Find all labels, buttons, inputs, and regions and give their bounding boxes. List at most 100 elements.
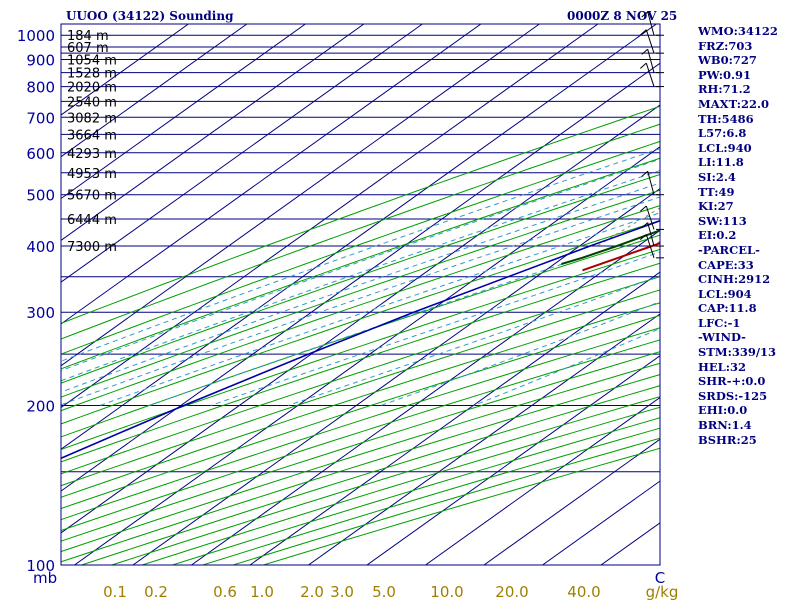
stats-line: L57:6.8 (698, 126, 747, 141)
temperature-unit-label: C (655, 569, 665, 587)
height-label: 2020 m (67, 81, 117, 96)
mixing-ratio-tick-label: 3.0 (330, 583, 354, 600)
plot-frame (60, 23, 661, 566)
grid-layer (61, 24, 660, 565)
height-label: 184 m (67, 29, 109, 44)
pressure-tick-label: 600 (26, 145, 55, 163)
pressure-tick-label: 700 (26, 109, 55, 127)
isotherm-line (61, 24, 365, 241)
stats-line: PW:0.91 (698, 67, 752, 82)
dry-adiabat-line (61, 276, 660, 475)
mixing-ratio-tick-label: 20.0 (495, 583, 528, 600)
stats-line: MAXT:22.0 (698, 96, 769, 111)
isotherm-line (61, 24, 248, 158)
dry-adiabat-line (61, 157, 660, 370)
pressure-tick-label: 100 (26, 557, 55, 575)
stats-panel: WMO:34122 FRZ:703 WB0:727 PW:0.91 RH:71.2 MAX… (698, 24, 800, 447)
stats-line: -WIND- (698, 330, 746, 345)
stats-line: CAP:11.8 (698, 301, 757, 316)
mixing-ratio-unit-label: g/kg (646, 583, 679, 600)
dry-adiabat-line (61, 339, 660, 532)
height-label: 4953 m (67, 167, 117, 182)
stats-line: KI:27 (698, 199, 734, 214)
dry-adiabat-line (61, 302, 660, 498)
wind-barb-flag (639, 62, 647, 69)
stats-line: LI:11.8 (698, 155, 744, 170)
wind-barb (645, 29, 655, 54)
stats-line: EHI:0.0 (698, 403, 748, 418)
dry-adiabat-line (61, 289, 660, 487)
parcel-trace (61, 219, 660, 460)
wind-barb-flag (641, 48, 649, 55)
dry-adiabat-line (61, 262, 660, 463)
mixing-ratio-tick-label: 1.0 (250, 583, 274, 600)
dry-adiabat-line (61, 189, 660, 398)
dry-adiabat-line (61, 327, 660, 521)
axis-labels: 1002003004005006007008009001000mb50−40−3… (17, 27, 679, 600)
mixing-ratio-tick-label: 0.6 (213, 583, 237, 600)
pressure-tick-label: 1000 (17, 27, 55, 45)
wind-barb (645, 63, 655, 87)
height-label: 7300 m (67, 240, 117, 255)
isotherm-line (61, 24, 423, 283)
isotherm-line (191, 229, 660, 565)
height-label: 3664 m (67, 128, 117, 143)
dry-adiabat-line (111, 396, 660, 565)
profile-layer (61, 219, 660, 460)
stats-line: SRDS:-125 (698, 388, 768, 403)
wind-barb (645, 205, 655, 230)
pressure-tick-label: 900 (26, 51, 55, 69)
stats-line: STM:339/13 (698, 345, 777, 360)
isotherm-line (132, 187, 660, 565)
height-label: 607 m (67, 41, 109, 56)
dry-adiabat-line (61, 248, 660, 451)
moist-adiabat-line (99, 212, 660, 406)
height-label: 2540 m (67, 95, 117, 110)
isotherm-line (61, 62, 660, 492)
height-label: 3082 m (67, 111, 117, 126)
stats-line: BSHR:25 (698, 432, 757, 447)
stats-line: EI:0.2 (698, 228, 737, 243)
wind-barb-flag (641, 11, 649, 18)
pressure-tick-label: 500 (26, 187, 55, 205)
wind-barb-flag (639, 234, 647, 241)
isotherm-line (61, 24, 189, 116)
wind-barb (645, 234, 655, 259)
height-label: 4293 m (67, 147, 117, 162)
mixing-ratio-tick-label: 0.1 (103, 583, 127, 600)
chart-time: 0000Z 8 NOV 25 (567, 9, 677, 23)
chart-title: UUOO (34122) Sounding (66, 9, 234, 23)
isotherm-line (74, 146, 660, 565)
isotherm-line (249, 271, 660, 565)
moist-adiabat-line (61, 170, 660, 382)
mixing-ratio-tick-label: 2.0 (300, 583, 324, 600)
height-label: 5670 m (67, 189, 117, 204)
stats-line: WB0:727 (698, 53, 757, 68)
dry-adiabat-line (61, 362, 660, 553)
isotherm-line (61, 104, 660, 534)
isotherm-line (61, 24, 306, 200)
wind-barb-flag (641, 222, 649, 229)
stats-line: SHR-+:0.0 (698, 374, 766, 389)
moist-adiabat-line (61, 196, 660, 406)
height-label: 1528 m (67, 67, 117, 82)
height-label: 1054 m (67, 53, 117, 68)
wind-barb-flag (639, 205, 647, 212)
moist-adiabat-line (287, 275, 660, 406)
dry-adiabat-line (61, 314, 660, 510)
dry-adiabat-line (81, 385, 660, 565)
moist-adiabat-line (61, 182, 660, 393)
height-label: 6444 m (67, 213, 117, 228)
isotherm-line (61, 24, 540, 367)
wind-barb (647, 49, 655, 73)
wind-barb-flag (641, 170, 649, 177)
isotherm-line (425, 396, 660, 565)
dry-adiabat-line (61, 220, 660, 425)
stats-line: LCL:940 (698, 140, 752, 155)
isotherm-line (308, 313, 660, 565)
stats-line: BRN:1.4 (698, 418, 752, 433)
mixing-ratio-tick-label: 40.0 (567, 583, 600, 600)
mixing-ratio-tick-label: 10.0 (430, 583, 463, 600)
isotherm-line (483, 438, 660, 565)
pressure-tick-label: 200 (26, 398, 55, 416)
